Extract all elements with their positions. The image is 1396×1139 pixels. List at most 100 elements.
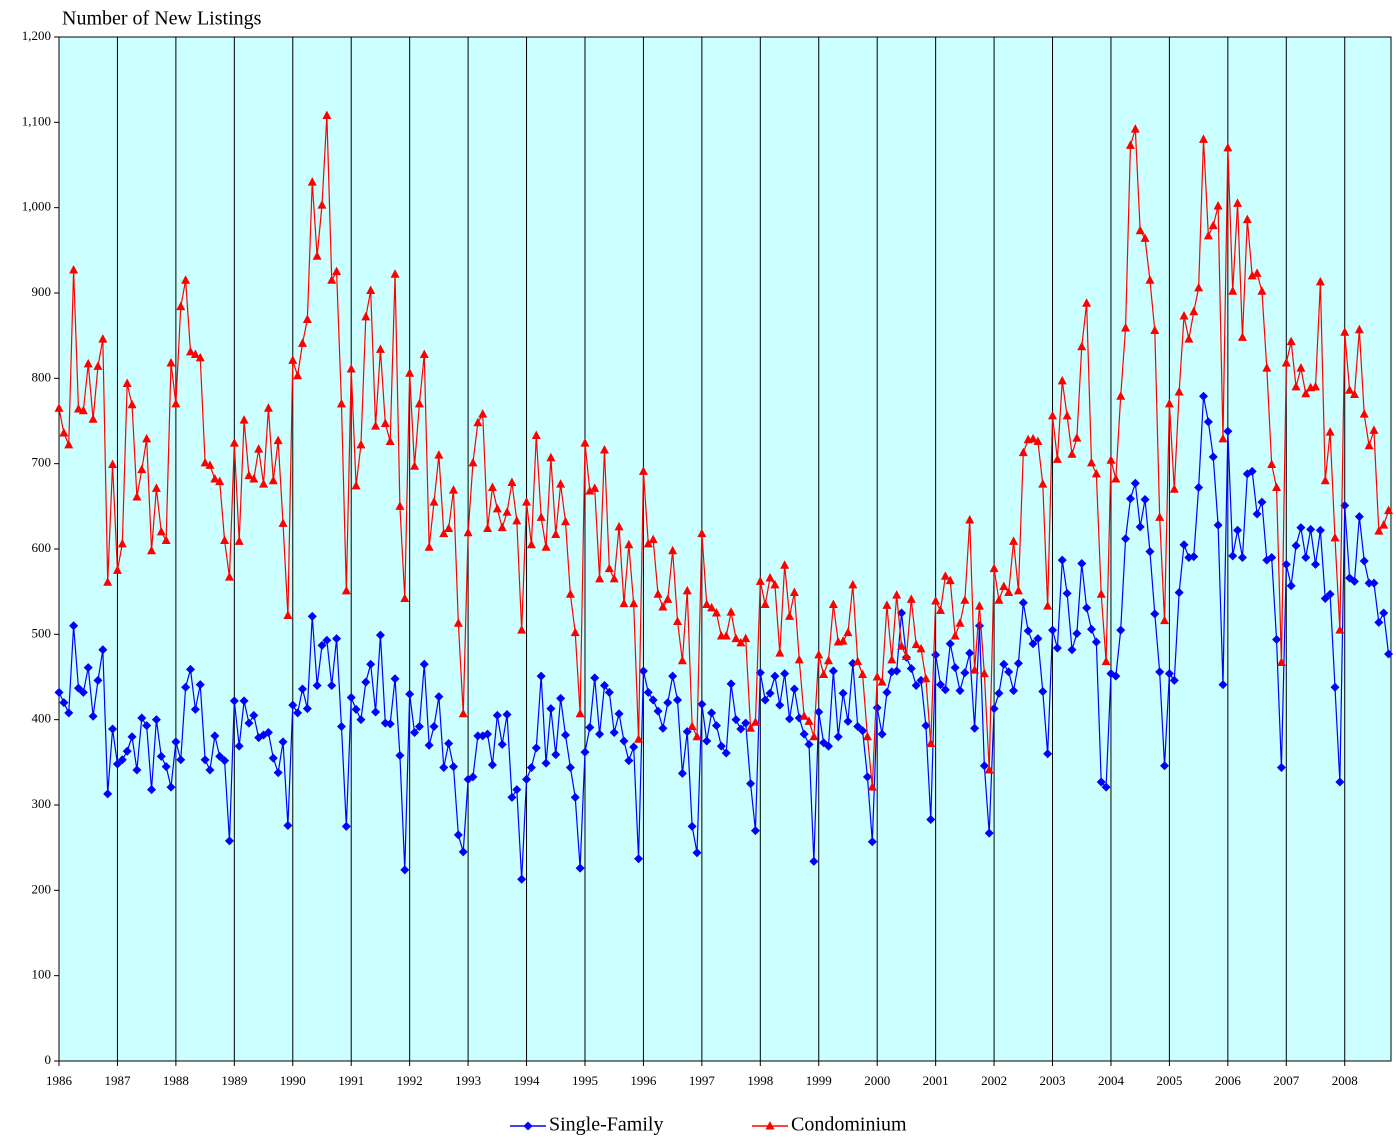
diamond-marker: [1374, 617, 1384, 627]
diamond-marker: [1077, 559, 1087, 569]
triangle-marker: [224, 572, 234, 581]
diamond-marker: [166, 782, 176, 792]
diamond-marker: [1169, 675, 1179, 685]
diamond-marker: [346, 692, 356, 702]
diamond-marker: [804, 739, 814, 749]
triangle-marker: [1048, 410, 1058, 420]
x-tick-label: 2008: [1332, 1073, 1358, 1088]
triangle-marker: [78, 405, 88, 415]
x-tick-label: 1998: [747, 1073, 773, 1088]
triangle-marker: [332, 266, 342, 276]
diamond-marker: [390, 674, 400, 684]
diamond-marker: [336, 721, 346, 731]
diamond-marker: [512, 785, 522, 795]
triangle-marker: [181, 275, 191, 284]
diamond-marker: [1057, 555, 1067, 565]
diamond-marker: [517, 874, 527, 884]
diamond-marker: [1091, 637, 1101, 647]
triangle-marker: [176, 301, 186, 311]
diamond-marker: [1135, 522, 1145, 532]
x-tick-label: 1996: [630, 1073, 657, 1088]
y-tick-label: 300: [32, 796, 52, 811]
diamond-marker: [132, 765, 142, 775]
triangle-marker: [585, 485, 595, 495]
triangle-marker: [1330, 532, 1340, 542]
diamond-marker: [220, 756, 230, 766]
diamond-marker: [244, 718, 254, 728]
triangle-marker: [492, 503, 502, 513]
triangle-marker: [609, 573, 619, 583]
triangle-marker: [643, 538, 653, 548]
diamond-marker: [848, 658, 858, 668]
triangle-marker: [906, 594, 916, 603]
triangle-marker: [453, 618, 463, 627]
triangle-marker: [1077, 341, 1087, 351]
diamond-marker: [108, 724, 118, 734]
diamond-marker: [755, 668, 765, 678]
triangle-marker: [1160, 615, 1170, 625]
triangle-marker: [371, 421, 381, 430]
triangle-marker: [799, 711, 809, 720]
triangle-marker: [936, 605, 946, 614]
diamond-marker: [687, 821, 697, 831]
triangle-marker: [1359, 409, 1369, 418]
diamond-marker: [561, 730, 571, 740]
triangle-marker: [1286, 336, 1296, 346]
triangle-marker: [1033, 436, 1043, 445]
triangle-marker: [249, 474, 259, 483]
diamond-marker: [1301, 553, 1311, 563]
triangle-marker: [166, 357, 176, 367]
diamond-marker: [546, 704, 556, 714]
diamond-marker: [298, 684, 308, 694]
diamond-marker: [171, 737, 181, 747]
diamond-marker: [69, 621, 79, 631]
diamond-marker: [1354, 512, 1364, 522]
triangle-marker: [955, 618, 965, 627]
triangle-marker: [638, 466, 648, 475]
triangle-marker: [1018, 447, 1028, 457]
diamond-marker: [750, 826, 760, 836]
diamond-marker: [760, 695, 770, 705]
triangle-marker: [1194, 282, 1204, 292]
diamond-marker: [741, 718, 751, 728]
triangle-marker: [970, 665, 980, 674]
diamond-marker: [775, 700, 785, 710]
diamond-marker: [731, 715, 741, 725]
triangle-marker: [307, 177, 317, 186]
triangle-marker: [268, 475, 278, 485]
triangle-marker: [1203, 230, 1213, 240]
triangle-marker: [531, 430, 541, 440]
diamond-marker: [648, 695, 658, 705]
triangle-marker: [473, 417, 483, 427]
diamond-marker: [161, 762, 171, 772]
diamond-marker: [1033, 634, 1043, 644]
triangle-marker: [565, 589, 575, 598]
diamond-marker: [1179, 540, 1189, 550]
diamond-marker: [789, 684, 799, 694]
diamond-marker: [551, 750, 561, 760]
triangle-marker: [794, 654, 804, 664]
diamond-marker: [940, 685, 950, 695]
triangle-marker: [945, 575, 955, 585]
diamond-marker: [1004, 667, 1014, 677]
diamond-marker: [668, 671, 678, 681]
triangle-marker: [1155, 512, 1165, 521]
diamond-marker: [541, 758, 551, 768]
diamond-marker: [746, 779, 756, 789]
diamond-marker: [1281, 559, 1291, 569]
triangle-marker: [999, 581, 1009, 591]
triangle-marker: [88, 414, 98, 423]
triangle-marker: [677, 655, 687, 665]
y-tick-label: 500: [32, 625, 52, 640]
triangle-marker: [147, 545, 157, 555]
diamond-marker: [1237, 553, 1247, 563]
diamond-marker: [117, 755, 127, 765]
diamond-marker: [658, 723, 668, 733]
diamond-marker: [317, 640, 327, 650]
diamond-marker: [122, 746, 132, 756]
triangle-marker: [1169, 484, 1179, 493]
triangle-marker: [1325, 427, 1335, 436]
diamond-marker: [385, 719, 395, 729]
diamond-marker: [1228, 551, 1238, 561]
diamond-marker: [356, 715, 366, 725]
